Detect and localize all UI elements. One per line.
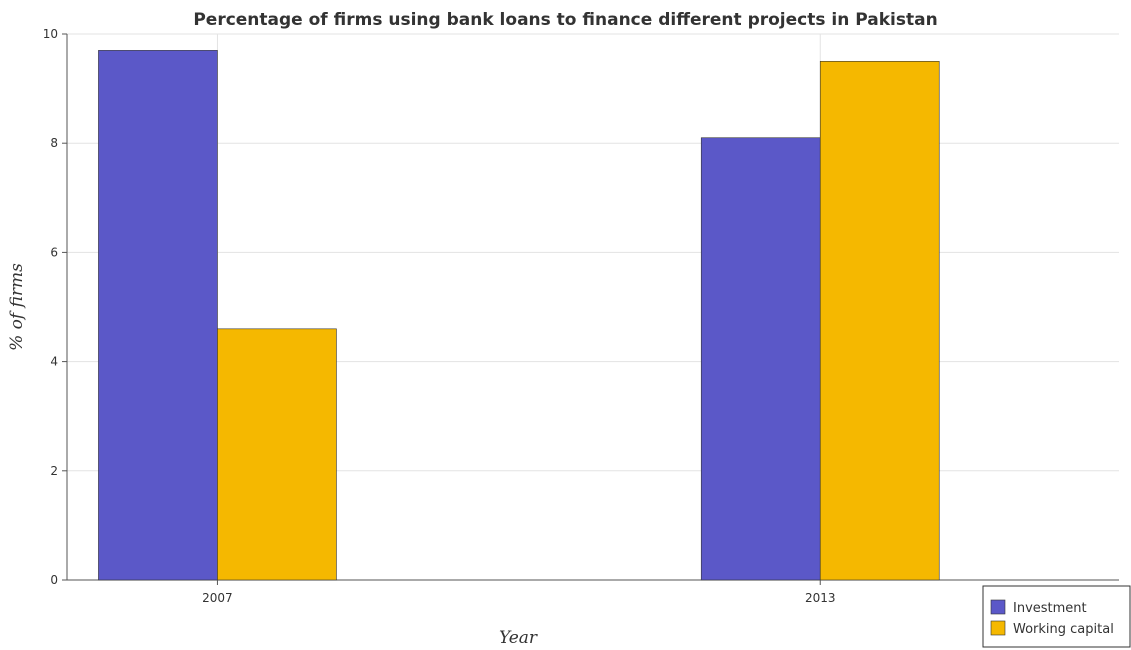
bar-working-capital-2007 bbox=[217, 328, 337, 581]
y-tick-label: 2 bbox=[50, 464, 58, 478]
legend-label: Working capital bbox=[1013, 622, 1114, 637]
chart-title: Percentage of firms using bank loans to … bbox=[193, 10, 937, 30]
bars bbox=[98, 50, 940, 581]
x-tick-label: 2013 bbox=[805, 591, 836, 605]
bar-investment-2013 bbox=[700, 137, 821, 581]
x-tick-label: 2007 bbox=[202, 591, 233, 605]
legend: Investment Working capital bbox=[982, 585, 1131, 648]
y-tick-label: 0 bbox=[50, 573, 58, 587]
legend-swatch bbox=[990, 599, 1006, 615]
y-tick-label: 8 bbox=[50, 136, 58, 150]
axis-ticks: 0 2 4 6 8 10 2007 2013 bbox=[43, 27, 836, 605]
bar-working-capital-2013 bbox=[819, 60, 940, 581]
legend-swatch bbox=[990, 620, 1006, 636]
legend-label: Investment bbox=[1013, 601, 1087, 616]
y-tick-label: 6 bbox=[50, 245, 58, 259]
legend-box bbox=[982, 585, 1131, 648]
y-tick-label: 4 bbox=[50, 355, 58, 369]
y-tick-label: 10 bbox=[43, 27, 58, 41]
bar-investment-2007 bbox=[98, 50, 218, 581]
y-axis-label: % of firms bbox=[7, 263, 27, 351]
x-axis-label: Year bbox=[499, 628, 538, 648]
